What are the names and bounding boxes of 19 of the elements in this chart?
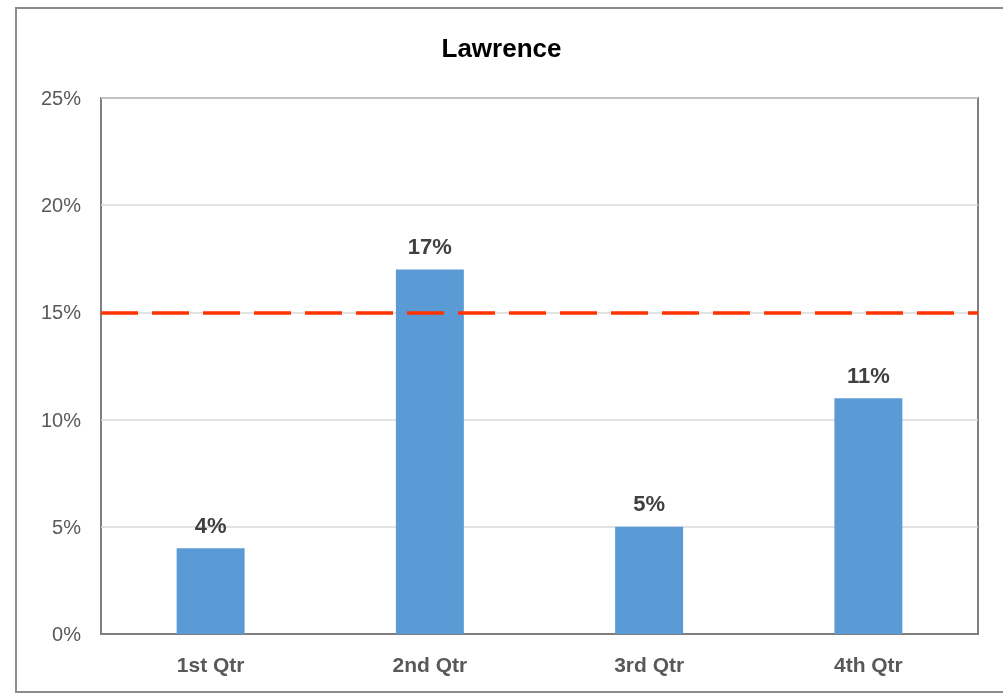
chart-title: Lawrence (441, 33, 562, 63)
y-tick-label: 25% (40, 87, 82, 109)
data-label: 11% (846, 362, 890, 388)
bar (834, 398, 903, 634)
x-tick-label: 2nd Qtr (392, 653, 468, 676)
bar (395, 269, 464, 634)
bar (615, 526, 684, 634)
data-label: 5% (633, 491, 666, 517)
y-tick-label: 15% (40, 301, 82, 324)
data-label: 17% (407, 234, 452, 260)
x-tick-label: 1st Qtr (176, 653, 245, 676)
x-tick-label: 4th Qtr (833, 653, 903, 676)
data-label: 4% (194, 512, 227, 538)
y-tick-label: 5% (52, 515, 82, 538)
y-tick-label: 10% (40, 408, 82, 431)
y-tick-label: 20% (40, 194, 82, 217)
bar (176, 548, 245, 634)
y-tick-label: 0% (52, 623, 82, 645)
x-tick-label: 3rd Qtr (614, 653, 685, 676)
